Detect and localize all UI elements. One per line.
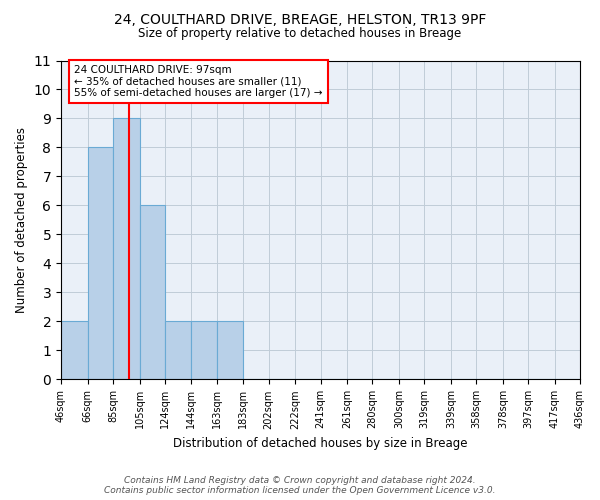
Text: Size of property relative to detached houses in Breage: Size of property relative to detached ho… (139, 28, 461, 40)
Bar (165, 322, 191, 380)
Y-axis label: Number of detached properties: Number of detached properties (15, 127, 28, 313)
Text: 24 COULTHARD DRIVE: 97sqm
← 35% of detached houses are smaller (11)
55% of semi-: 24 COULTHARD DRIVE: 97sqm ← 35% of detac… (74, 65, 323, 98)
Bar (61, 322, 88, 380)
Bar (88, 148, 113, 380)
Bar (113, 118, 140, 380)
Text: Contains HM Land Registry data © Crown copyright and database right 2024.
Contai: Contains HM Land Registry data © Crown c… (104, 476, 496, 495)
Bar (191, 322, 217, 380)
Bar (217, 322, 244, 380)
Bar (140, 206, 165, 380)
X-axis label: Distribution of detached houses by size in Breage: Distribution of detached houses by size … (173, 437, 468, 450)
Text: 24, COULTHARD DRIVE, BREAGE, HELSTON, TR13 9PF: 24, COULTHARD DRIVE, BREAGE, HELSTON, TR… (114, 12, 486, 26)
